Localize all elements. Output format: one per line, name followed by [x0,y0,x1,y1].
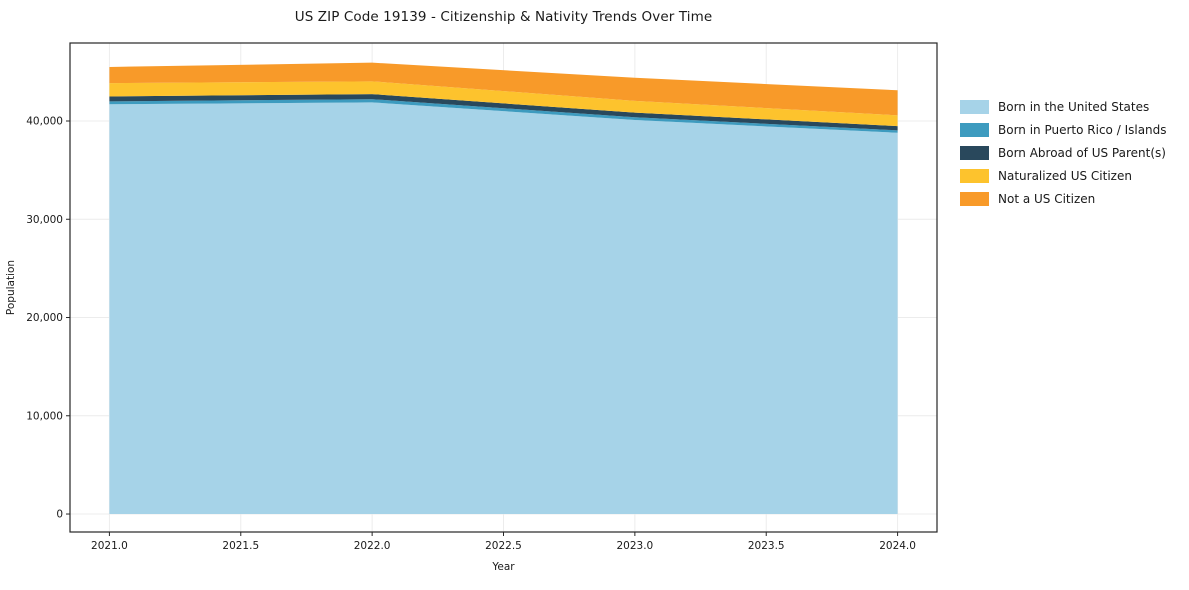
y-axis-tick-label: 10,000 [26,410,63,422]
legend: Born in the United States Born in Puerto … [960,100,1167,206]
y-axis-tick-label: 0 [56,509,63,521]
area-not-a-us-citizen [109,62,898,116]
legend-swatch [960,146,989,160]
area-born-in-puerto-rico-islands [109,99,898,133]
legend-swatch [960,100,989,114]
legend-label: Born in Puerto Rico / Islands [998,123,1167,137]
area-born-abroad-of-us-parent-s [109,94,898,131]
legend-item-not-a-us-citizen: Not a US Citizen [960,192,1167,206]
x-axis-tick-label: 2021.0 [91,540,128,552]
x-axis-tick-label: 2023.5 [748,540,785,552]
x-axis-label: Year [491,561,515,573]
legend-label: Not a US Citizen [998,192,1096,206]
legend-swatch [960,123,989,137]
y-axis-tick-label: 20,000 [26,312,63,324]
legend-swatch [960,169,989,183]
area-naturalized-us-citizen [109,81,898,127]
legend-swatch [960,192,989,206]
area-born-in-the-united-states [109,102,898,515]
x-axis-tick-label: 2024.0 [879,540,916,552]
legend-item-born-in-the-united-states: Born in the United States [960,100,1167,114]
legend-label: Born in the United States [998,100,1150,114]
y-axis-label: Population [5,260,17,315]
x-axis-tick-label: 2022.5 [485,540,522,552]
legend-item-born-in-puerto-rico-islands: Born in Puerto Rico / Islands [960,123,1167,137]
x-axis-tick-label: 2022.0 [354,540,391,552]
chart-title: US ZIP Code 19139 - Citizenship & Nativi… [294,9,713,25]
x-axis-tick-label: 2023.0 [616,540,653,552]
legend-item-born-abroad-of-us-parent-s: Born Abroad of US Parent(s) [960,146,1167,160]
legend-item-naturalized-us-citizen: Naturalized US Citizen [960,169,1167,183]
legend-label: Born Abroad of US Parent(s) [998,146,1166,160]
y-axis-tick-label: 40,000 [26,116,63,128]
x-axis-tick-label: 2021.5 [222,540,259,552]
legend-label: Naturalized US Citizen [998,169,1132,183]
y-axis-tick-label: 30,000 [26,214,63,226]
